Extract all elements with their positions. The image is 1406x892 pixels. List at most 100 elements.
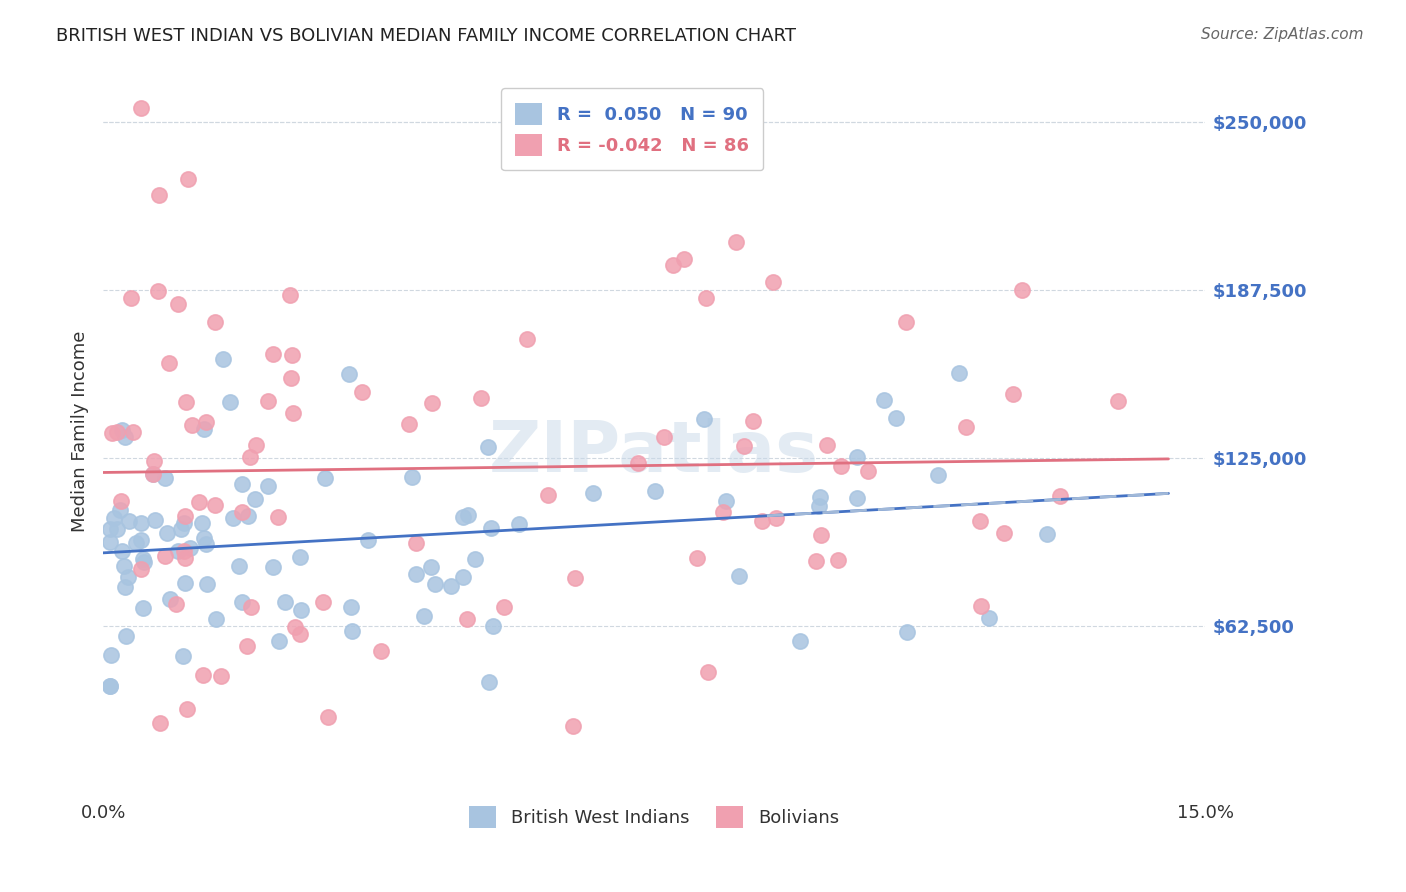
Point [118,514,141,528]
Point [672,252,695,266]
Point [262,347,284,361]
Point [231,505,253,519]
Point [134,555,156,569]
Point [314,471,336,485]
Point [228,558,250,573]
Point [155,470,177,484]
Point [188,495,211,509]
Point [711,505,734,519]
Point [173,509,195,524]
Point [808,499,831,513]
Point [644,483,666,498]
Point [121,291,143,305]
Point [267,510,290,524]
Point [111,543,134,558]
Point [103,511,125,525]
Point [970,599,993,613]
Point [1001,387,1024,401]
Point [236,639,259,653]
Point [896,625,918,640]
Y-axis label: Median Family Income: Median Family Income [72,330,89,532]
Point [420,396,443,410]
Point [100,679,122,693]
Point [370,644,392,658]
Point [281,348,304,362]
Point [440,579,463,593]
Point [695,291,717,305]
Point [697,665,720,680]
Point [159,591,181,606]
Point [146,284,169,298]
Point [948,367,970,381]
Point [191,668,214,682]
Point [804,554,827,568]
Point [108,502,131,516]
Point [129,516,152,530]
Point [231,595,253,609]
Point [340,624,363,639]
Point [105,425,128,439]
Point [1049,489,1071,503]
Point [762,275,785,289]
Point [846,450,869,464]
Point [193,531,215,545]
Point [405,536,427,550]
Point [288,627,311,641]
Point [1107,394,1129,409]
Point [278,288,301,302]
Point [114,430,136,444]
Point [240,600,263,615]
Point [537,488,560,502]
Point [179,541,201,555]
Point [238,508,260,523]
Point [741,414,763,428]
Point [827,553,849,567]
Point [243,491,266,506]
Point [281,406,304,420]
Point [117,570,139,584]
Point [157,355,180,369]
Point [172,648,194,663]
Point [693,411,716,425]
Point [197,577,219,591]
Point [205,612,228,626]
Point [652,430,675,444]
Point [165,597,187,611]
Point [714,494,737,508]
Point [751,515,773,529]
Point [401,469,423,483]
Text: ZIPatlas: ZIPatlas [489,418,820,487]
Point [170,522,193,536]
Point [143,512,166,526]
Point [423,576,446,591]
Point [125,536,148,550]
Point [129,101,152,115]
Point [1011,283,1033,297]
Point [114,629,136,643]
Point [167,544,190,558]
Point [789,634,811,648]
Point [508,517,530,532]
Point [173,544,195,558]
Point [564,571,586,585]
Point [398,417,420,432]
Point [686,550,709,565]
Point [405,566,427,581]
Point [100,522,122,536]
Point [100,679,122,693]
Point [262,559,284,574]
Point [955,420,977,434]
Point [143,454,166,468]
Point [453,569,475,583]
Point [204,315,226,329]
Point [815,438,838,452]
Point [245,437,267,451]
Point [110,493,132,508]
Point [166,297,188,311]
Point [174,394,197,409]
Point [456,612,478,626]
Text: Source: ZipAtlas.com: Source: ZipAtlas.com [1201,27,1364,42]
Point [193,422,215,436]
Point [132,601,155,615]
Point [221,510,243,524]
